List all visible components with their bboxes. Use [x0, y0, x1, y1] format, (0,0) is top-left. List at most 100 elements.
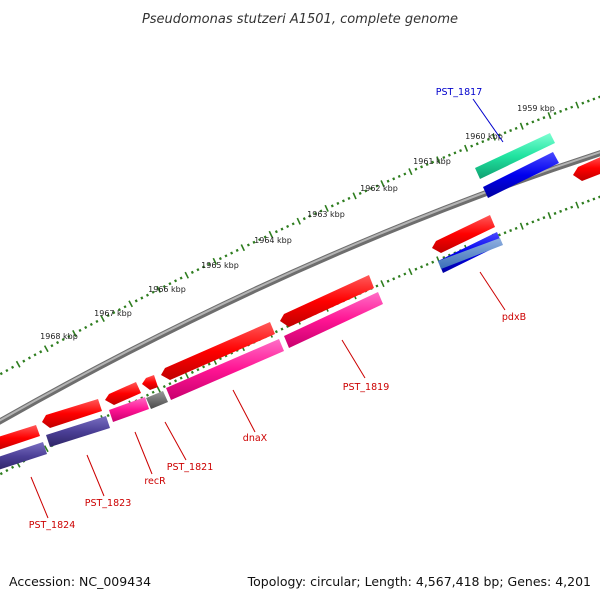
outer-minor-tick — [106, 313, 110, 318]
outer-minor-tick — [308, 214, 312, 218]
outer-minor-tick — [397, 174, 401, 178]
outer-minor-tick — [95, 319, 99, 324]
outer-minor-tick — [252, 240, 256, 244]
inner-minor-tick — [145, 393, 149, 397]
outer-major-tick — [184, 271, 190, 279]
outer-minor-tick — [230, 251, 234, 255]
gene-PST_1817-reverse[interactable] — [483, 152, 559, 198]
inner-minor-tick — [542, 216, 546, 220]
outer-minor-tick — [486, 137, 490, 141]
inner-minor-tick — [414, 267, 418, 271]
outer-minor-tick — [67, 334, 71, 339]
outer-minor-tick — [336, 201, 340, 205]
outer-minor-tick — [586, 99, 590, 103]
gene-label-recR[interactable]: recR — [144, 476, 166, 487]
outer-minor-tick — [481, 140, 485, 144]
outer-minor-tick — [536, 118, 540, 122]
outer-minor-tick — [386, 179, 390, 183]
inner-minor-tick — [5, 468, 9, 473]
inner-minor-tick — [174, 379, 178, 383]
outer-minor-tick — [123, 305, 127, 309]
outer-minor-tick — [442, 155, 446, 160]
gene-label-PST_1824[interactable]: PST_1824 — [29, 520, 76, 531]
gene-label-PST_1817[interactable]: PST_1817 — [436, 87, 483, 98]
gene-small-forward-a[interactable] — [142, 375, 158, 390]
inner-minor-tick — [168, 382, 172, 386]
gene-PST_1819-reverse[interactable] — [284, 292, 383, 348]
outer-minor-tick — [475, 142, 479, 146]
gene-label-dnaX[interactable]: dnaX — [243, 433, 268, 444]
inner-major-tick — [156, 385, 162, 393]
inner-minor-tick — [503, 231, 507, 235]
outer-minor-tick — [542, 116, 546, 120]
gene-PST_1823-reverse[interactable] — [46, 416, 110, 447]
outer-major-tick — [100, 315, 105, 322]
kbp-label: 1966 kbp — [148, 285, 186, 294]
inner-major-tick — [547, 212, 552, 220]
inner-major-tick — [43, 445, 49, 453]
outer-minor-tick — [313, 211, 318, 216]
gene-pdxB-reverse-2[interactable] — [438, 238, 503, 269]
outer-minor-tick — [39, 350, 43, 354]
inner-minor-tick — [553, 211, 557, 216]
gene-small-reverse-gray[interactable] — [146, 391, 168, 409]
kbp-label: 1964 kbp — [254, 236, 292, 245]
outer-major-tick — [547, 112, 552, 120]
outer-minor-tick — [84, 325, 88, 330]
gene-label-pdxB[interactable]: pdxB — [502, 312, 526, 323]
outer-minor-tick — [140, 296, 144, 300]
kbp-label: 1967 kbp — [94, 309, 132, 318]
gene-PST_1817-forward[interactable] — [475, 133, 555, 179]
outer-major-tick — [268, 230, 274, 238]
gene-dnaX-reverse[interactable] — [166, 339, 284, 400]
gene-PST_1824-forward[interactable] — [0, 425, 40, 451]
outer-minor-tick — [392, 177, 396, 181]
outer-minor-tick — [291, 222, 295, 226]
outer-minor-tick — [447, 153, 451, 157]
inner-minor-tick — [280, 327, 284, 331]
outer-minor-tick — [258, 238, 262, 242]
outer-major-tick — [15, 360, 21, 368]
outer-minor-tick — [246, 243, 250, 247]
inner-minor-tick — [375, 284, 379, 288]
outer-minor-tick — [207, 262, 211, 266]
gene-recR-forward[interactable] — [105, 382, 141, 405]
inner-major-tick — [575, 201, 580, 209]
gene-label-PST_1821[interactable]: PST_1821 — [167, 462, 214, 473]
gene-right-edge-forward[interactable] — [573, 155, 600, 181]
inner-minor-tick — [179, 376, 183, 380]
outer-minor-tick — [190, 270, 194, 274]
inner-minor-tick — [274, 330, 278, 334]
gene-label-PST_1819[interactable]: PST_1819 — [343, 382, 390, 393]
outer-minor-tick — [553, 111, 557, 116]
outer-major-tick — [212, 257, 218, 265]
gene-PST_1823-forward[interactable] — [42, 399, 102, 428]
outer-major-tick — [380, 180, 385, 188]
inner-major-tick — [380, 280, 385, 288]
outer-minor-tick — [134, 299, 138, 303]
outer-minor-tick — [531, 120, 535, 124]
reverse-strand-track — [0, 152, 559, 471]
inner-minor-tick — [559, 209, 563, 213]
outer-minor-tick — [364, 189, 368, 193]
outer-minor-tick — [509, 129, 513, 133]
gene-pdxB-forward[interactable] — [432, 215, 495, 253]
outer-minor-tick — [224, 254, 228, 258]
outer-minor-tick — [61, 337, 65, 342]
outer-minor-tick — [27, 356, 31, 360]
outer-minor-tick — [202, 265, 206, 269]
outer-minor-tick — [78, 328, 82, 333]
gene-PST_1824-reverse[interactable] — [0, 442, 47, 471]
gene-label-PST_1823[interactable]: PST_1823 — [85, 498, 132, 509]
outer-minor-tick — [425, 162, 429, 167]
outer-major-tick — [72, 330, 77, 337]
outer-minor-tick — [581, 101, 585, 105]
outer-minor-tick — [145, 293, 149, 297]
gene-PST_1819-forward[interactable] — [280, 275, 374, 327]
outer-minor-tick — [0, 372, 3, 376]
gene-dnaX-forward[interactable] — [161, 322, 275, 380]
outer-minor-tick — [286, 224, 290, 228]
kbp-tick-labels: 1959 kbp 1960 kbp 1961 kbp 1962 kbp 1963 kbp… — [40, 104, 555, 341]
inner-minor-tick — [420, 265, 424, 269]
gene-recR-reverse[interactable] — [109, 397, 149, 422]
